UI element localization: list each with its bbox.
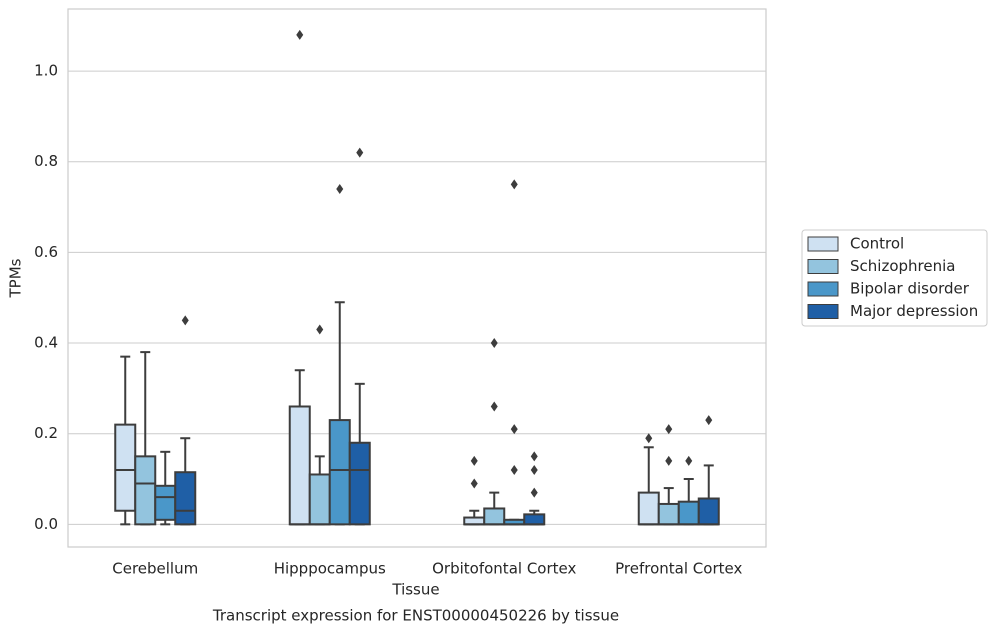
box-group (637, 433, 660, 526)
legend-label: Control (850, 235, 904, 253)
box-group (677, 455, 700, 526)
outlier (530, 451, 538, 462)
box-group (174, 315, 197, 526)
y-tick-label: 0.2 (34, 424, 58, 442)
y-tick-label: 0.8 (34, 152, 58, 170)
plot-frame (67, 8, 767, 548)
box (288, 405, 311, 526)
legend-swatch (807, 259, 839, 274)
box (677, 500, 700, 526)
box (308, 473, 331, 526)
legend-label: Bipolar disorder (850, 280, 970, 298)
box (134, 455, 157, 526)
outlier (316, 324, 324, 335)
x-axis-label: Tissue (391, 581, 439, 599)
legend-swatch (807, 281, 839, 297)
box (697, 497, 720, 526)
box (463, 516, 486, 526)
outlier (685, 455, 693, 466)
box-group (308, 324, 331, 526)
box-group (483, 338, 506, 526)
outlier (705, 415, 713, 426)
box-group (523, 451, 546, 526)
outlier (490, 338, 498, 349)
box-group (463, 455, 486, 526)
outlier (490, 401, 498, 412)
outlier (181, 315, 189, 326)
box-group (288, 29, 311, 526)
y-tick-label: 0.6 (34, 243, 58, 261)
outlier (665, 455, 673, 466)
outlier (470, 478, 478, 489)
y-tick-label: 1.0 (34, 62, 58, 80)
outlier (510, 424, 518, 435)
legend-frame (801, 229, 988, 327)
legend-swatch (807, 304, 839, 319)
outlier (336, 183, 344, 194)
outlier (645, 433, 653, 444)
legend-label: Schizophrenia (850, 257, 955, 275)
box-group (503, 179, 526, 526)
chart-title: Transcript expression for ENST0000045022… (212, 607, 619, 625)
box (657, 502, 680, 526)
box-group (697, 415, 720, 526)
box (174, 471, 197, 526)
outlier (470, 455, 478, 466)
legend-swatch (807, 236, 839, 252)
y-tick-label: 0.4 (34, 334, 58, 352)
box-group (657, 424, 680, 526)
box-group (134, 351, 157, 526)
box (523, 513, 546, 526)
box (483, 507, 506, 526)
box-group (348, 147, 371, 526)
x-tick-label: Prefrontal Cortex (615, 560, 742, 578)
outlier (530, 464, 538, 475)
x-tick-label: Hipppocampus (274, 560, 386, 578)
outlier (510, 179, 518, 190)
outlier (530, 487, 538, 498)
x-tick-label: Cerebellum (112, 560, 198, 578)
outlier (510, 464, 518, 475)
box (637, 491, 660, 526)
box-group (154, 450, 177, 526)
box (328, 419, 351, 526)
box (348, 441, 371, 526)
x-tick-label: Orbitofontal Cortex (432, 560, 576, 578)
box-group (114, 355, 137, 526)
box (154, 484, 177, 521)
box (114, 423, 137, 512)
box-group (328, 183, 351, 526)
legend-label: Major depression (850, 302, 978, 320)
y-tick-label: 0.0 (34, 515, 58, 533)
outlier (356, 147, 364, 158)
outlier (296, 29, 304, 40)
y-axis-label: TPMs (7, 258, 25, 298)
outlier (665, 424, 673, 435)
